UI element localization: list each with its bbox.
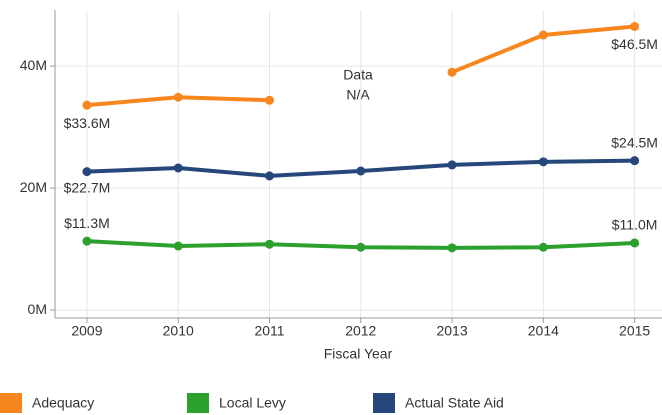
- data-point: [630, 21, 640, 31]
- data-point: [630, 156, 640, 166]
- annotation: Data: [343, 67, 373, 83]
- data-point: [538, 157, 548, 167]
- data-point: [265, 171, 275, 181]
- data-point: [82, 100, 92, 110]
- data-point: [630, 238, 640, 248]
- data-point: [173, 163, 183, 173]
- data-point: [447, 243, 457, 253]
- data-point: [447, 160, 457, 170]
- data-point: [82, 167, 92, 177]
- legend-label: Local Levy: [219, 395, 286, 411]
- data-label: $46.5M: [611, 36, 658, 52]
- data-point: [265, 95, 275, 105]
- annotation: N/A: [346, 87, 370, 103]
- y-tick-label: 40M: [20, 57, 47, 73]
- data-point: [538, 242, 548, 252]
- x-axis-title: Fiscal Year: [324, 346, 393, 362]
- legend-swatch: [373, 393, 395, 413]
- data-label: $11.0M: [612, 217, 658, 233]
- legend-swatch: [0, 393, 22, 413]
- data-point: [356, 242, 366, 252]
- data-point: [82, 236, 92, 246]
- y-tick-label: 0M: [28, 301, 47, 317]
- x-tick-label: 2009: [71, 323, 102, 339]
- data-point: [173, 92, 183, 102]
- x-tick-label: 2010: [163, 323, 194, 339]
- data-point: [356, 166, 366, 176]
- x-tick-label: 2012: [345, 323, 376, 339]
- x-tick-label: 2015: [619, 323, 650, 339]
- x-tick-label: 2014: [528, 323, 559, 339]
- legend-label: Actual State Aid: [405, 395, 504, 411]
- x-tick-label: 2013: [436, 323, 467, 339]
- data-label: $11.3M: [64, 215, 110, 231]
- data-point: [447, 67, 457, 77]
- data-point: [173, 241, 183, 251]
- data-label: $33.6M: [64, 115, 111, 131]
- legend-label: Adequacy: [32, 395, 94, 411]
- data-label: $24.5M: [611, 134, 658, 150]
- data-label: $22.7M: [64, 179, 111, 195]
- x-tick-label: 2011: [254, 323, 284, 339]
- data-point: [538, 30, 548, 40]
- data-point: [265, 239, 275, 249]
- legend-swatch: [187, 393, 209, 413]
- y-tick-label: 20M: [20, 179, 47, 195]
